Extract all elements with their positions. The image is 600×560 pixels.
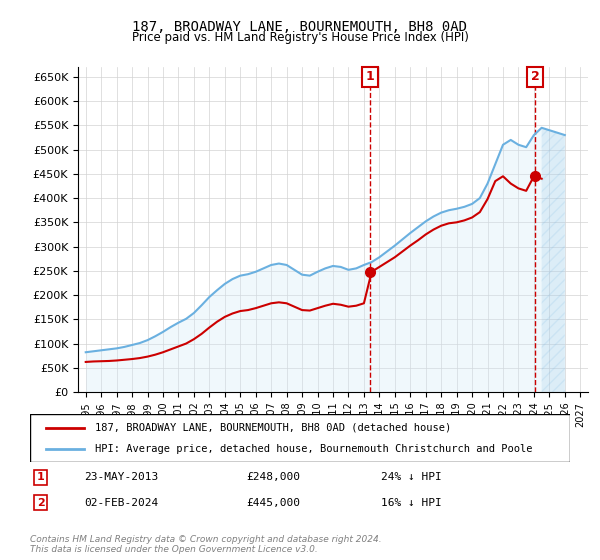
Text: £445,000: £445,000 — [246, 498, 300, 507]
Text: 2: 2 — [531, 71, 539, 83]
Text: Contains HM Land Registry data © Crown copyright and database right 2024.
This d: Contains HM Land Registry data © Crown c… — [30, 535, 382, 554]
Text: £248,000: £248,000 — [246, 473, 300, 482]
Text: 187, BROADWAY LANE, BOURNEMOUTH, BH8 0AD: 187, BROADWAY LANE, BOURNEMOUTH, BH8 0AD — [133, 20, 467, 34]
Text: 16% ↓ HPI: 16% ↓ HPI — [381, 498, 442, 507]
Text: 187, BROADWAY LANE, BOURNEMOUTH, BH8 0AD (detached house): 187, BROADWAY LANE, BOURNEMOUTH, BH8 0AD… — [95, 423, 451, 433]
Text: 02-FEB-2024: 02-FEB-2024 — [84, 498, 158, 507]
Text: 2: 2 — [37, 498, 44, 507]
Text: 1: 1 — [37, 473, 44, 482]
Text: HPI: Average price, detached house, Bournemouth Christchurch and Poole: HPI: Average price, detached house, Bour… — [95, 444, 532, 454]
Text: 24% ↓ HPI: 24% ↓ HPI — [381, 473, 442, 482]
Text: 23-MAY-2013: 23-MAY-2013 — [84, 473, 158, 482]
FancyBboxPatch shape — [30, 414, 570, 462]
Text: 1: 1 — [365, 71, 374, 83]
Text: Price paid vs. HM Land Registry's House Price Index (HPI): Price paid vs. HM Land Registry's House … — [131, 31, 469, 44]
